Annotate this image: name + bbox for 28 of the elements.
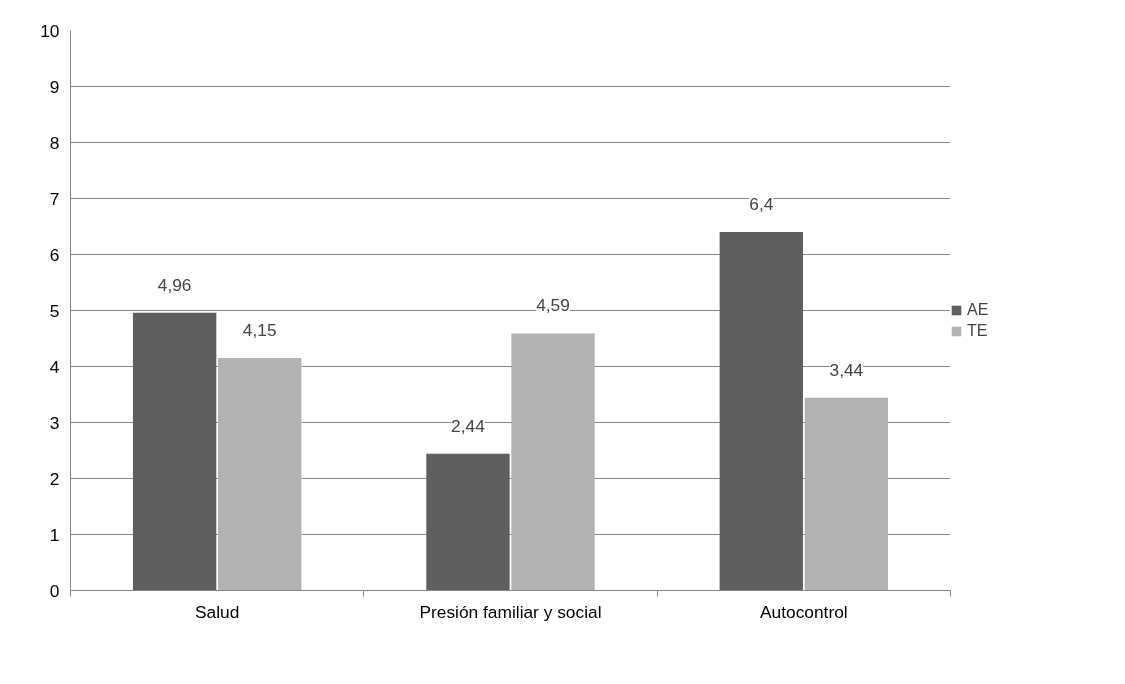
bar: [804, 397, 889, 591]
y-tick-label: 1: [49, 524, 60, 545]
data-label: 2,44: [451, 415, 486, 436]
x-tick-label: Presión familiar y social: [419, 601, 602, 622]
legend-label: TE: [967, 322, 988, 340]
x-tick-label: Salud: [195, 601, 240, 622]
x-tick-label: Autocontrol: [760, 601, 848, 622]
legend-label: AE: [967, 301, 989, 319]
bar: [218, 358, 302, 591]
y-tick-label: 6: [49, 244, 60, 265]
y-tick-label: 8: [49, 132, 60, 153]
y-tick-label: 5: [49, 300, 60, 321]
y-tick-label: 3: [49, 412, 60, 433]
data-label: 6,4: [749, 194, 774, 215]
data-label: 4,59: [536, 295, 570, 316]
data-label: 4,96: [157, 274, 192, 295]
y-tick-label: 9: [49, 76, 60, 97]
bar: [132, 312, 217, 591]
y-tick-label: 2: [49, 468, 60, 489]
y-tick-label: 10: [40, 20, 60, 41]
bar: [511, 333, 595, 591]
data-label: 3,44: [829, 359, 864, 380]
y-tick-label: 4: [49, 356, 60, 377]
bar: [719, 232, 803, 591]
y-tick-label: 7: [49, 188, 60, 209]
y-tick-label: 0: [49, 580, 60, 601]
bar: [426, 453, 510, 591]
data-label: 4,15: [242, 320, 277, 341]
